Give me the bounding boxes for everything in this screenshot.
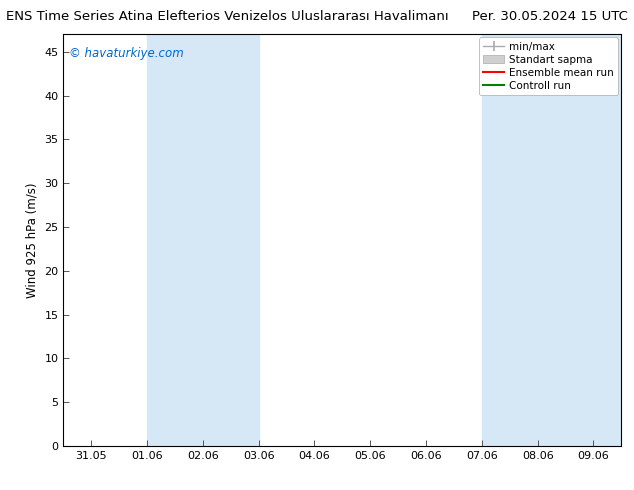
Text: Per. 30.05.2024 15 UTC: Per. 30.05.2024 15 UTC (472, 10, 628, 23)
Text: © havaturkiye.com: © havaturkiye.com (69, 47, 184, 60)
Y-axis label: Wind 925 hPa (m/s): Wind 925 hPa (m/s) (26, 182, 39, 298)
Legend: min/max, Standart sapma, Ensemble mean run, Controll run: min/max, Standart sapma, Ensemble mean r… (479, 37, 618, 95)
Bar (593, 34, 621, 446)
Bar (147, 34, 259, 446)
Text: ENS Time Series Atina Elefterios Venizelos Uluslararası Havalimanı: ENS Time Series Atina Elefterios Venizel… (6, 10, 449, 23)
Bar (482, 34, 593, 446)
